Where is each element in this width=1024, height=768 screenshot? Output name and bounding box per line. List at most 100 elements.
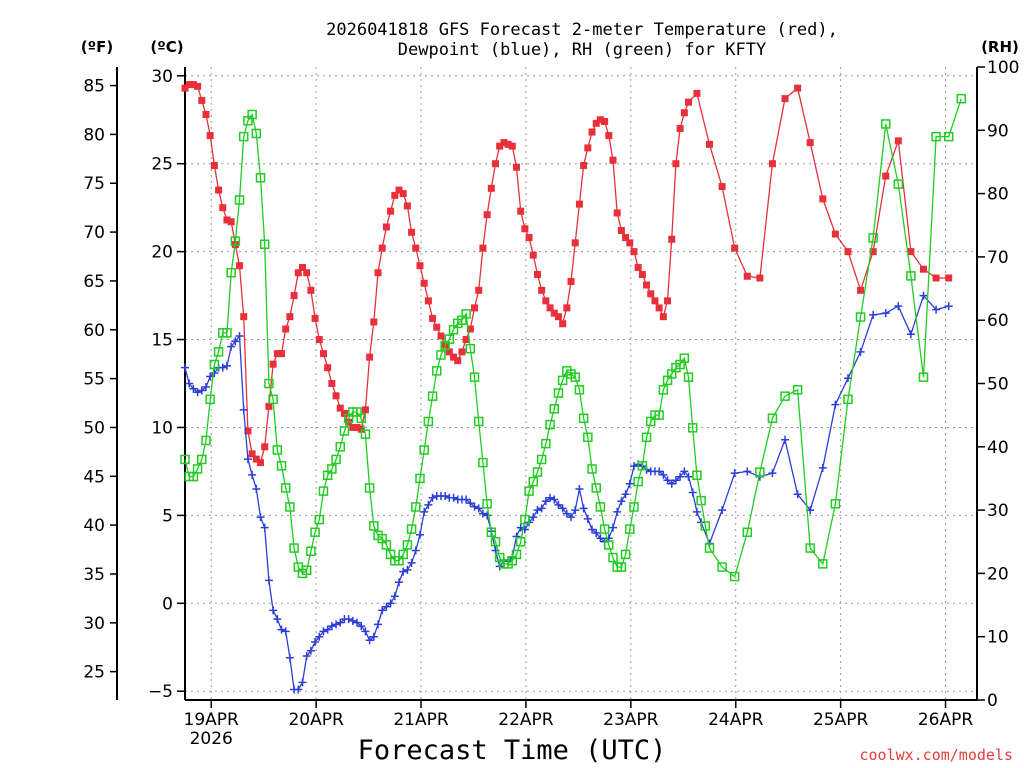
dewpoint-point <box>369 632 378 641</box>
temperature-point <box>651 297 659 305</box>
dewpoint-point <box>655 467 664 476</box>
time-tick-year-label: 2026 <box>190 729 233 749</box>
dewpoint-point <box>357 622 366 631</box>
temperature-point <box>655 304 663 312</box>
celsius-tick-label: 5 <box>162 506 173 526</box>
rh-point <box>402 540 413 550</box>
temperature-point <box>210 161 218 169</box>
rh-point <box>314 514 325 525</box>
time-tick-label: 21APR <box>393 710 449 730</box>
temperature-point <box>361 406 369 414</box>
fahrenheit-tick-label: 45 <box>83 467 105 487</box>
temperature-point <box>424 297 432 305</box>
dewpoint-point <box>831 400 840 409</box>
rh-point <box>524 486 534 496</box>
chart-title-line1: 2026041818 GFS Forecast 2-meter Temperat… <box>326 20 838 40</box>
dewpoint-point <box>285 653 294 662</box>
temperature-point <box>538 286 546 294</box>
temperature-point <box>718 183 726 191</box>
dewpoint-point <box>302 652 311 661</box>
temperature-point <box>387 207 395 215</box>
credit-link[interactable]: coolwx.com/models <box>859 746 1013 764</box>
rh-point <box>604 540 614 550</box>
temperature-point <box>353 423 361 431</box>
dewpoint-point <box>210 368 219 377</box>
rh-point <box>192 464 203 474</box>
rh-point <box>780 391 790 401</box>
time-tick-label: 26APR <box>918 710 974 730</box>
temperature-point <box>504 140 512 148</box>
temperature-point <box>181 84 189 92</box>
rh-point <box>213 347 224 357</box>
temperature-point <box>311 314 319 322</box>
dewpoint-point <box>483 511 492 520</box>
rh-unit-label: (RH) <box>981 38 1019 56</box>
dewpoint-point <box>718 506 727 515</box>
rh-point <box>180 454 190 465</box>
temperature-point <box>521 225 529 233</box>
dewpoint-point <box>944 302 953 311</box>
rh-point <box>599 524 610 534</box>
fahrenheit-tick-label: 60 <box>83 321 105 341</box>
rh-tick-label: 90 <box>987 121 1009 141</box>
dewpoint-point <box>466 499 475 508</box>
rh-point <box>578 413 589 424</box>
dewpoint-point <box>529 513 538 522</box>
rh-point <box>629 502 639 512</box>
rh-point <box>906 271 916 281</box>
dewpoint-point <box>583 514 592 523</box>
fahrenheit-tick-label: 75 <box>83 174 105 194</box>
temperature-point <box>269 360 277 368</box>
dewpoint-point <box>617 497 626 506</box>
rh-point <box>276 461 287 471</box>
dewpoint-point <box>692 507 701 516</box>
axes <box>110 66 985 708</box>
dewpoint-point <box>306 646 315 655</box>
rh-point <box>310 527 320 538</box>
temperature-point <box>223 216 231 224</box>
rh-point <box>364 483 375 493</box>
temperature-point <box>206 132 214 140</box>
rh-point <box>818 559 828 569</box>
dewpoint-point <box>315 632 324 641</box>
temperature-point <box>546 304 554 312</box>
dewpoint-point <box>269 606 278 615</box>
rh-tick-label: 0 <box>987 691 998 711</box>
temperature-point <box>609 156 617 164</box>
dewpoint-point <box>227 342 236 351</box>
temperature-point <box>500 139 508 147</box>
temperature-point <box>298 263 306 271</box>
rh-point <box>280 483 291 493</box>
temperature-point <box>680 109 688 117</box>
rh-point <box>356 413 366 424</box>
dewpoint-point <box>684 472 693 481</box>
dewpoint-point <box>403 565 412 574</box>
rh-point <box>608 552 618 563</box>
temperature-point <box>294 269 302 277</box>
dewpoint-point <box>625 479 634 488</box>
dewpoint-point <box>869 310 878 319</box>
rh-point <box>482 499 492 509</box>
dewpoint-point <box>730 469 739 478</box>
dewpoint-point <box>378 606 387 615</box>
rh-tick-label: 50 <box>987 375 1009 395</box>
temperature-point <box>605 132 613 140</box>
temperature-point <box>945 274 953 282</box>
temperature-point <box>185 81 193 89</box>
celsius-tick-label: −5 <box>148 682 173 702</box>
dewpoint-point <box>546 493 555 502</box>
fahrenheit-tick-label: 80 <box>83 125 105 145</box>
temperature-point <box>391 191 399 199</box>
temperature-point <box>496 142 504 150</box>
rh-point <box>855 312 866 322</box>
temperature-point <box>462 336 470 344</box>
dewpoint-point <box>856 347 865 356</box>
dewpoint-point <box>323 625 332 634</box>
temperature-point <box>290 292 298 300</box>
time-tick-label: 23APR <box>603 710 659 730</box>
rh-point <box>461 309 471 319</box>
rh-point <box>679 353 690 363</box>
dewpoint-point <box>906 330 915 339</box>
rh-point <box>234 195 245 205</box>
